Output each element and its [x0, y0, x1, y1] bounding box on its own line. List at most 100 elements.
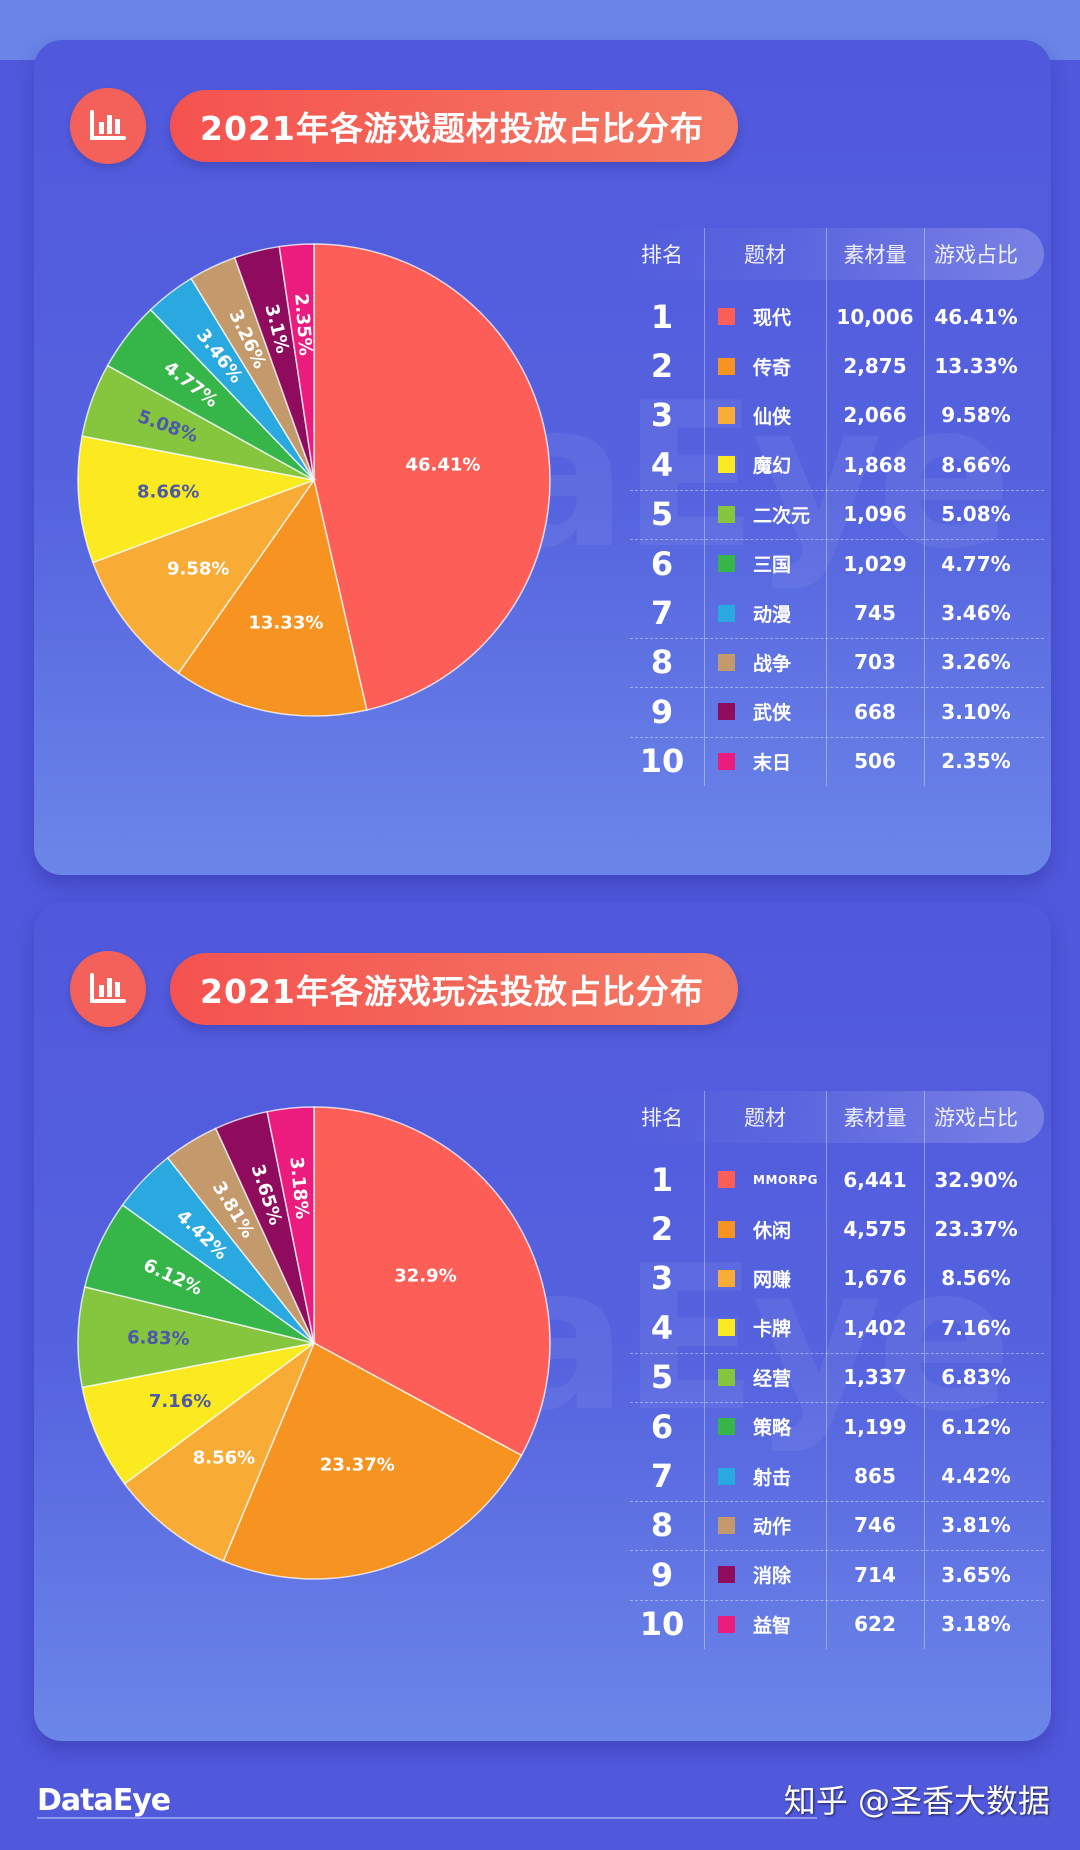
footer-divider	[37, 1817, 817, 1819]
rank-cell: 2	[650, 1210, 674, 1249]
pie-slice	[313, 243, 551, 711]
header-qty: 素材量	[843, 1106, 907, 1130]
name-cell: 传奇	[704, 353, 826, 380]
legend-swatch	[718, 555, 735, 573]
table-row: 1 MMORPG 6,441 32.90%	[620, 1155, 1044, 1204]
table-row: 3 网赚 1,676 8.56%	[620, 1254, 1044, 1303]
name-cell: 休闲	[704, 1216, 826, 1243]
column-divider	[924, 228, 925, 786]
legend-swatch	[718, 752, 735, 770]
table-row: 7 动漫 745 3.46%	[620, 588, 1044, 637]
row-divider	[630, 687, 1044, 689]
legend-swatch	[718, 456, 735, 474]
legend-swatch	[718, 1319, 735, 1337]
pct-cell: 8.56%	[941, 1266, 1011, 1291]
table-row: 5 经营 1,337 6.83%	[620, 1353, 1044, 1402]
qty-cell: 745	[854, 601, 896, 626]
qty-cell: 1,868	[843, 452, 907, 477]
qty-cell: 4,575	[843, 1217, 907, 1242]
pie-slice	[91, 478, 317, 675]
rank-cell: 3	[650, 396, 674, 435]
table-row: 9 武侠 668 3.10%	[620, 687, 1044, 736]
row-divider	[630, 1352, 1044, 1354]
column-divider	[924, 1091, 925, 1649]
table-row: 2 休闲 4,575 23.37%	[620, 1204, 1044, 1253]
qty-cell: 506	[854, 749, 896, 774]
row-divider	[630, 637, 1044, 639]
table-row: 1 现代 10,006 46.41%	[620, 292, 1044, 341]
table-row: 10 益智 622 3.18%	[620, 1600, 1044, 1649]
slice-label: 2.35%	[290, 293, 316, 357]
pie-slice	[266, 1106, 315, 1344]
qty-cell: 1,676	[843, 1266, 907, 1291]
table-row: 8 动作 746 3.81%	[620, 1501, 1044, 1550]
name-cell: MMORPG	[704, 1171, 826, 1189]
legend-swatch	[718, 1566, 735, 1584]
rank-cell: 8	[650, 1506, 674, 1545]
name-cell: 魔幻	[704, 451, 826, 478]
slice-label: 32.9%	[394, 1266, 456, 1287]
name-cell: 益智	[704, 1611, 826, 1638]
slice-label: 7.16%	[149, 1391, 211, 1412]
pie-chart: 46.41% 13.33% 9.58% 8.66% 5.08% 4.77% 3.46% 3.2…	[74, 240, 554, 720]
table-row: 5 二次元 1,096 5.08%	[620, 490, 1044, 539]
pie-slice	[77, 435, 317, 564]
pct-cell: 3.18%	[941, 1612, 1011, 1637]
name-cell: 动作	[704, 1512, 826, 1539]
column-divider	[826, 228, 827, 786]
slice-label: 6.83%	[127, 1327, 190, 1350]
source-credit: 知乎 @圣香大数据	[783, 1782, 1050, 1820]
rank-cell: 10	[639, 742, 685, 781]
name-cell: 策略	[704, 1413, 826, 1440]
legend-swatch	[718, 604, 735, 622]
rank-cell: 3	[650, 1259, 674, 1298]
pct-cell: 3.10%	[941, 699, 1011, 724]
table-header: 排名 题材 素材量 游戏占比	[620, 1091, 1044, 1143]
rank-cell: 9	[650, 1555, 674, 1594]
rank-cell: 7	[650, 594, 674, 633]
legend-swatch	[718, 357, 735, 375]
qty-cell: 1,199	[843, 1414, 907, 1439]
table-row: 7 射击 865 4.42%	[620, 1451, 1044, 1500]
rank-cell: 5	[650, 1358, 674, 1397]
slice-label: 13.33%	[248, 613, 323, 634]
qty-cell: 668	[854, 699, 896, 724]
name-cell: 经营	[704, 1364, 826, 1391]
rank-cell: 1	[650, 297, 674, 336]
pie-slice	[313, 1106, 551, 1457]
header-qty: 素材量	[843, 243, 907, 267]
card-header: 2021年各游戏玩法投放占比分布	[70, 951, 738, 1027]
table-header: 排名 题材 素材量 游戏占比	[620, 228, 1044, 280]
header-name: 题材	[744, 243, 786, 267]
name-cell: 网赚	[704, 1265, 826, 1292]
slice-label: 46.41%	[405, 454, 480, 475]
qty-cell: 1,096	[843, 502, 907, 527]
column-divider	[704, 1091, 705, 1649]
table-row: 3 仙侠 2,066 9.58%	[620, 391, 1044, 440]
table-row: 10 末日 506 2.35%	[620, 737, 1044, 786]
name-cell: 二次元	[704, 501, 826, 528]
pct-cell: 9.58%	[941, 403, 1011, 428]
name-cell: 动漫	[704, 600, 826, 627]
legend-swatch	[718, 703, 735, 721]
qty-cell: 746	[854, 1513, 896, 1538]
pct-cell: 3.81%	[941, 1513, 1011, 1538]
rank-cell: 1	[650, 1160, 674, 1199]
header-name: 题材	[744, 1106, 786, 1130]
row-divider	[630, 1599, 1044, 1601]
ranking-table: 排名 题材 素材量 游戏占比 1 现代 10,006 46.41% 2 传奇 2,8…	[620, 228, 1044, 786]
column-divider	[704, 228, 705, 786]
legend-swatch	[718, 1418, 735, 1436]
name-cell: 三国	[704, 550, 826, 577]
legend-swatch	[718, 1171, 735, 1189]
pct-cell: 6.83%	[941, 1365, 1011, 1390]
rank-cell: 8	[650, 643, 674, 682]
name-cell: 战争	[704, 649, 826, 676]
row-divider	[630, 1402, 1044, 1403]
pie-slice	[177, 478, 368, 717]
pct-cell: 6.12%	[941, 1414, 1011, 1439]
pct-cell: 2.35%	[941, 749, 1011, 774]
table-row: 9 消除 714 3.65%	[620, 1550, 1044, 1599]
legend-swatch	[718, 308, 735, 326]
rank-cell: 4	[650, 1308, 674, 1347]
